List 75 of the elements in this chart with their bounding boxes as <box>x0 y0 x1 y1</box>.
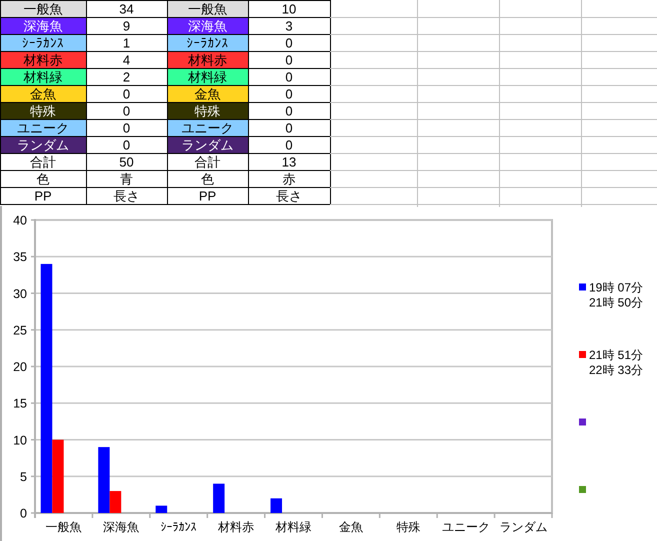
text: 深海魚 <box>188 18 227 34</box>
text: 0 <box>285 138 293 152</box>
x-tick-label: ユニーク <box>442 520 490 534</box>
text: 50 <box>119 154 134 170</box>
bar <box>52 440 64 513</box>
x-tick-label: 材料緑 <box>274 520 312 534</box>
text: 0 <box>285 120 293 136</box>
text: 13 <box>282 154 296 170</box>
y-tick-label: 30 <box>13 286 28 301</box>
text: 材料緑 <box>187 70 227 84</box>
bar <box>270 498 282 513</box>
text: 3 <box>285 18 293 34</box>
text: 0 <box>122 138 130 152</box>
y-tick-label: 10 <box>13 433 28 448</box>
text: 深海魚 <box>24 18 62 34</box>
x-tick-label: ｼｰﾗｶﾝｽ <box>160 520 197 534</box>
x-tick-label: 深海魚 <box>103 520 140 534</box>
text: ランダム <box>17 138 69 152</box>
y-tick-label: 0 <box>20 506 28 520</box>
text: PP <box>198 188 216 204</box>
y-tick-label: 40 <box>13 214 28 228</box>
text: 4 <box>122 52 130 68</box>
text: 青 <box>120 172 133 186</box>
text: 0 <box>285 70 293 84</box>
x-tick-label: ランダム <box>499 520 548 534</box>
bar <box>213 484 225 513</box>
text: ランダム <box>182 138 234 152</box>
text: 特殊 <box>30 104 56 118</box>
x-tick-label: 一般魚 <box>46 520 82 534</box>
y-tick-label: 15 <box>13 396 28 411</box>
text: 特殊 <box>194 104 220 118</box>
text: 合計 <box>30 154 56 170</box>
text: ユニーク <box>182 120 234 136</box>
text: 長さ <box>114 188 140 204</box>
text: 10 <box>282 2 296 16</box>
text: 2 <box>122 70 130 84</box>
text: 赤 <box>282 172 296 186</box>
text: 一般魚 <box>188 2 227 16</box>
text: 0 <box>285 104 293 118</box>
text: 0 <box>122 120 130 136</box>
legend-label: 21時 51分 22時 33分 <box>589 348 644 377</box>
text: 金魚 <box>194 86 220 102</box>
text: 材料赤 <box>187 52 227 68</box>
text: 材料緑 <box>22 70 62 84</box>
text: ｼｰﾗｶﾝｽ <box>22 36 64 50</box>
text: 9 <box>122 18 130 34</box>
text: 34 <box>119 2 134 16</box>
text: 0 <box>285 86 293 102</box>
text: 一般魚 <box>24 2 62 16</box>
legend-label: 19時 07分 21時 50分 <box>589 280 644 310</box>
y-tick-label: 25 <box>13 323 28 338</box>
x-tick-label: 金魚 <box>338 520 363 534</box>
text: ユニーク <box>17 120 69 136</box>
bar <box>98 447 110 513</box>
text: 長さ <box>276 188 302 204</box>
text: 材料赤 <box>22 52 62 68</box>
y-tick-label: 35 <box>13 250 28 264</box>
text: 0 <box>122 86 130 102</box>
y-tick-label: 20 <box>13 360 28 374</box>
y-tick-label: 5 <box>20 470 28 484</box>
text: 1 <box>122 36 130 50</box>
bar <box>40 264 52 513</box>
bar <box>156 506 168 513</box>
text: 色 <box>201 172 214 186</box>
x-tick-label: 材料赤 <box>217 520 254 534</box>
text: PP <box>34 188 52 204</box>
text: 0 <box>285 36 293 50</box>
text: 合計 <box>194 154 220 170</box>
text: 金魚 <box>30 86 56 102</box>
bar <box>110 491 122 513</box>
text: 0 <box>122 104 130 118</box>
text: ｼｰﾗｶﾝｽ <box>186 36 228 50</box>
text: 色 <box>36 172 50 186</box>
x-tick-label: 特殊 <box>396 520 420 534</box>
text: 0 <box>285 52 293 68</box>
